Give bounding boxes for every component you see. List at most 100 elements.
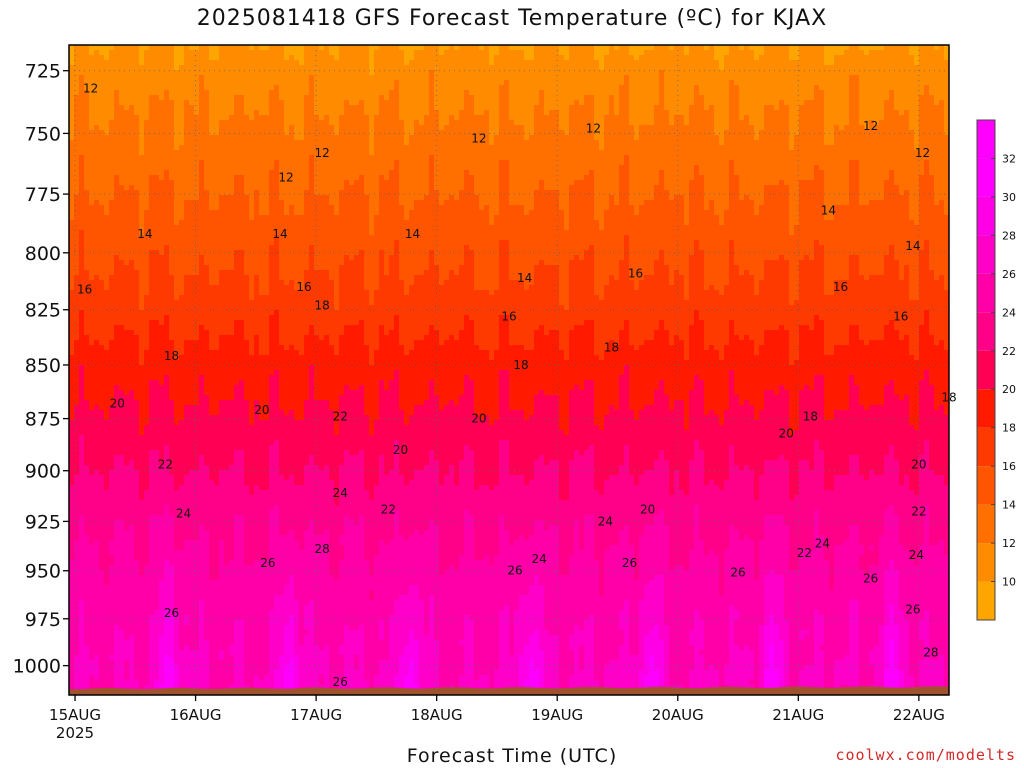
x-tick-label: 22AUG xyxy=(893,706,945,724)
y-tick-label: 975 xyxy=(25,609,61,631)
y-tick-label: 850 xyxy=(25,355,61,377)
y-tick-label: 900 xyxy=(25,461,61,483)
x-tick-label: 17AUG xyxy=(290,706,342,724)
colorbar-band xyxy=(977,505,995,543)
colorbar-band xyxy=(977,120,995,158)
contour-label: 16 xyxy=(893,309,908,323)
colorbar-band xyxy=(977,274,995,312)
contour-label: 24 xyxy=(815,536,830,550)
colorbar-band xyxy=(977,582,995,620)
colorbar-label: 32 xyxy=(1002,152,1016,165)
colorbar-band xyxy=(977,312,995,350)
contour-label: 18 xyxy=(803,409,818,423)
contour-label: 20 xyxy=(110,397,125,411)
contour-label: 20 xyxy=(254,403,269,417)
y-tick-label: 800 xyxy=(25,243,61,265)
y-tick-label: 775 xyxy=(25,184,61,206)
x-tick-label: 18AUG xyxy=(411,706,463,724)
contour-label: 26 xyxy=(164,606,179,620)
y-tick-label: 825 xyxy=(25,300,61,322)
colorbar-label: 16 xyxy=(1002,460,1016,473)
contour-label: 20 xyxy=(779,426,794,440)
contour-label: 26 xyxy=(260,556,275,570)
contour-label: 22 xyxy=(797,546,812,560)
contour-label: 26 xyxy=(905,602,920,616)
contour-label: 24 xyxy=(598,514,613,528)
contour-label: 28 xyxy=(315,542,330,556)
x-tick-label: 21AUG xyxy=(772,706,824,724)
x-tick-label: 16AUG xyxy=(170,706,222,724)
contour-label: 20 xyxy=(911,458,926,472)
contour-label: 24 xyxy=(333,486,348,500)
x-tick-label: 19AUG xyxy=(531,706,583,724)
contour-label: 16 xyxy=(628,267,643,281)
colorbar-band xyxy=(977,197,995,235)
colorbar: 10 12 14 16 18 20 22 24 26 28 30 32 xyxy=(977,120,1016,620)
contour-label: 14 xyxy=(517,271,532,285)
contour-label: 12 xyxy=(586,121,601,135)
contour-label: 20 xyxy=(393,443,408,457)
y-tick-label: 725 xyxy=(25,61,61,83)
x-tick-sublabel: 2025 xyxy=(56,724,94,742)
x-tick-label: 20AUG xyxy=(652,706,704,724)
contour-label: 12 xyxy=(471,131,486,145)
contour-label: 16 xyxy=(77,282,92,296)
contour-label: 24 xyxy=(909,548,924,562)
contour-label: 22 xyxy=(158,458,173,472)
contour-label: 12 xyxy=(863,119,878,133)
contour-label: 16 xyxy=(501,309,516,323)
contour-label: 14 xyxy=(272,227,287,241)
colorbar-label: 28 xyxy=(1002,229,1016,242)
contour-label: 24 xyxy=(176,506,191,520)
contour-label: 26 xyxy=(622,556,637,570)
contour-label: 22 xyxy=(333,409,348,423)
colorbar-band xyxy=(977,543,995,581)
y-tick-label: 925 xyxy=(25,511,61,533)
contour-label: 18 xyxy=(315,298,330,312)
credit-link[interactable]: coolwx.com/modelts xyxy=(835,746,1016,764)
colorbar-band xyxy=(977,389,995,427)
colorbar-band xyxy=(977,235,995,273)
contour-label: 26 xyxy=(730,566,745,580)
contour-label: 26 xyxy=(333,675,348,689)
colorbar-label: 10 xyxy=(1002,576,1016,589)
contour-label: 28 xyxy=(923,646,938,660)
contour-label: 16 xyxy=(296,280,311,294)
contour-label: 26 xyxy=(863,572,878,586)
contour-label: 18 xyxy=(164,349,179,363)
contour-label: 14 xyxy=(905,239,920,253)
colorbar-label: 12 xyxy=(1002,537,1016,550)
colorbar-label: 30 xyxy=(1002,191,1016,204)
contour-label: 14 xyxy=(405,227,420,241)
colorbar-band xyxy=(977,466,995,504)
contour-label: 18 xyxy=(604,340,619,354)
colorbar-band xyxy=(977,351,995,389)
contour-label: 12 xyxy=(278,170,293,184)
contour-label: 18 xyxy=(513,358,528,372)
contour-label: 20 xyxy=(640,502,655,516)
contour-label: 26 xyxy=(507,564,522,578)
colorbar-label: 14 xyxy=(1002,499,1016,512)
colorbar-band xyxy=(977,158,995,196)
colorbar-label: 26 xyxy=(1002,268,1016,281)
temperature-field xyxy=(69,45,950,696)
y-tick-label: 875 xyxy=(25,409,61,431)
contour-label: 22 xyxy=(381,502,396,516)
contour-label: 14 xyxy=(137,227,152,241)
contour-label: 22 xyxy=(911,504,926,518)
contour-label: 24 xyxy=(531,552,546,566)
colorbar-label: 18 xyxy=(1002,422,1016,435)
contour-label: 14 xyxy=(821,204,836,218)
contour-label: 20 xyxy=(471,412,486,426)
y-tick-label: 1000 xyxy=(13,656,61,678)
contour-label: 12 xyxy=(315,146,330,160)
colorbar-label: 24 xyxy=(1002,306,1016,319)
colorbar-label: 20 xyxy=(1002,383,1016,396)
colorbar-label: 22 xyxy=(1002,345,1016,358)
x-tick-label: 15AUG xyxy=(49,706,101,724)
contour-label: 12 xyxy=(83,81,98,95)
contour-label: 12 xyxy=(915,146,930,160)
y-tick-label: 750 xyxy=(25,123,61,145)
